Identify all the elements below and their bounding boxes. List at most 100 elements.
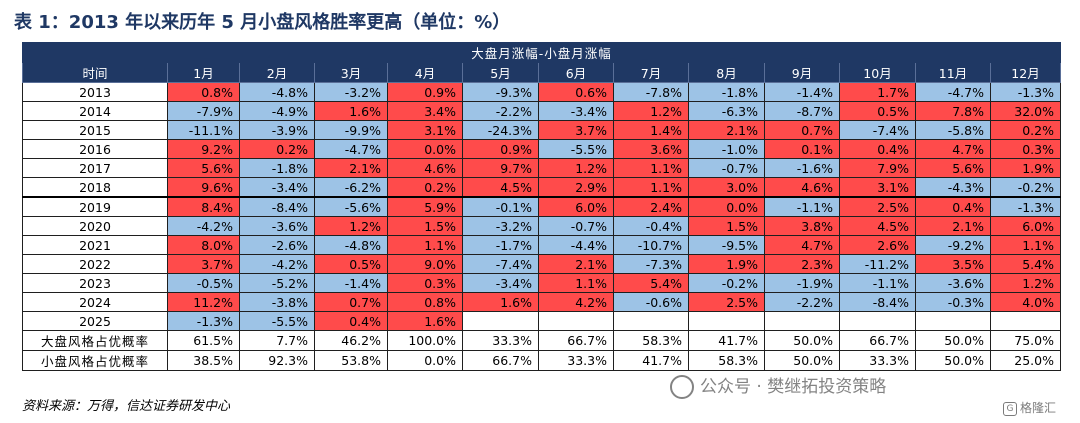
summary-value: 50.0% (764, 330, 840, 351)
table-row: 2017 5.6% -1.8% 2.1% 4.6% 9.7% 1.2% 1.1% -0.7% -1… (22, 158, 1061, 178)
cell-value: 0.7% (764, 120, 840, 140)
cell-value: 5.4% (990, 254, 1061, 274)
cell-value: 5.6% (167, 158, 240, 178)
cell-value: 0.2% (387, 177, 463, 198)
cell-value: -5.2% (239, 273, 315, 293)
cell-value: 1.4% (613, 120, 689, 140)
cell-value: -7.4% (462, 254, 539, 274)
cell-value: 1.9% (990, 158, 1061, 178)
cell-value: 32.0% (990, 101, 1061, 121)
cell-value: 3.6% (613, 139, 689, 159)
header-month: 7月 (613, 62, 689, 83)
cell-value: 2.9% (538, 177, 614, 198)
cell-value: -1.3% (990, 82, 1061, 102)
cell-value: -4.2% (167, 216, 240, 236)
cell-value: -1.8% (688, 82, 765, 102)
cell-value: -3.4% (462, 273, 539, 293)
cell-value: -5.6% (314, 196, 388, 217)
cell-value: -1.8% (239, 158, 315, 178)
cell-value: 1.6% (314, 101, 388, 121)
cell-value: -0.7% (538, 216, 614, 236)
cell-value (462, 311, 539, 331)
cell-value (990, 311, 1061, 331)
cell-value: 0.8% (167, 82, 240, 102)
table-row: 2019 8.4% -8.4% -5.6% 5.9% -0.1% 6.0% 2.4% 0.0% -… (22, 196, 1061, 217)
cell-value: -8.4% (239, 196, 315, 217)
summary-value: 100.0% (387, 330, 463, 351)
cell-value: 2.1% (538, 254, 614, 274)
cell-value: 0.4% (314, 311, 388, 331)
header-month: 1月 (167, 62, 240, 83)
row-year: 2013 (22, 82, 168, 102)
cell-value: -1.7% (462, 235, 539, 255)
cell-value: 1.2% (990, 273, 1061, 293)
cell-value: -2.2% (462, 101, 539, 121)
logo-text: 格隆汇 (1020, 401, 1057, 415)
row-year: 2015 (22, 120, 168, 140)
cell-value: 0.4% (839, 139, 916, 159)
cell-value: 4.6% (764, 177, 840, 198)
row-year: 2018 (22, 177, 168, 198)
cell-value: 1.6% (387, 311, 463, 331)
cell-value: -4.9% (239, 101, 315, 121)
summary-value: 50.0% (764, 350, 840, 371)
cell-value: 4.5% (462, 177, 539, 198)
table-row: 2018 9.6% -3.4% -6.2% 0.2% 4.5% 2.9% 1.1% 3.0% 4.… (22, 177, 1061, 198)
cell-value: 0.3% (387, 273, 463, 293)
cell-value: -7.4% (839, 120, 916, 140)
header-month: 12月 (990, 62, 1061, 83)
header-month: 9月 (764, 62, 840, 83)
monthly-return-table: 大盘月涨幅-小盘月涨幅 时间 1月 2月 3月 4月 5月 6月 7月 8月 9月 10月 11月 12… (22, 42, 1061, 371)
summary-value: 50.0% (915, 330, 991, 351)
cell-value: -3.6% (915, 273, 991, 293)
cell-value: 9.6% (167, 177, 240, 198)
cell-value: -3.2% (462, 216, 539, 236)
row-year: 2019 (22, 196, 168, 217)
cell-value: 2.1% (688, 120, 765, 140)
cell-value: 1.1% (387, 235, 463, 255)
header-month: 6月 (538, 62, 614, 83)
cell-value: 6.0% (990, 216, 1061, 236)
summary-value: 7.7% (239, 330, 315, 351)
cell-value: -9.9% (314, 120, 388, 140)
logo: G 格隆汇 (1003, 399, 1056, 416)
cell-value: -11.2% (839, 254, 916, 274)
cell-value: -0.4% (613, 216, 689, 236)
cell-value: 1.2% (538, 158, 614, 178)
cell-value (764, 311, 840, 331)
cell-value: -1.3% (167, 311, 240, 331)
cell-value: -3.8% (239, 292, 315, 312)
cell-value: 4.7% (764, 235, 840, 255)
summary-label: 小盘风格占优概率 (22, 350, 168, 371)
cell-value: -1.1% (839, 273, 916, 293)
cell-value: -2.2% (764, 292, 840, 312)
summary-label: 大盘风格占优概率 (22, 330, 168, 351)
header-time: 时间 (22, 62, 168, 83)
cell-value: 0.5% (839, 101, 916, 121)
header-month: 11月 (915, 62, 991, 83)
cell-value: -3.4% (538, 101, 614, 121)
cell-value: 3.4% (387, 101, 463, 121)
cell-value: 0.1% (764, 139, 840, 159)
summary-row: 小盘风格占优概率 38.5% 92.3% 53.8% 0.0% 66.7% 33.3% 41.… (22, 350, 1061, 371)
summary-value: 92.3% (239, 350, 315, 371)
cell-value: 3.8% (764, 216, 840, 236)
row-year: 2016 (22, 139, 168, 159)
summary-value: 25.0% (990, 350, 1061, 371)
cell-value: 4.5% (839, 216, 916, 236)
cell-value: -9.3% (462, 82, 539, 102)
cell-value: -0.2% (688, 273, 765, 293)
cell-value: -9.2% (915, 235, 991, 255)
summary-value: 41.7% (613, 350, 689, 371)
cell-value: 0.6% (538, 82, 614, 102)
summary-value: 50.0% (915, 350, 991, 371)
cell-value: 0.2% (239, 139, 315, 159)
row-year: 2025 (22, 311, 168, 331)
watermark: 公众号 · 樊继拓投资策略 (670, 372, 886, 399)
cell-value: 2.1% (915, 216, 991, 236)
summary-value: 0.0% (387, 350, 463, 371)
header-month: 10月 (839, 62, 916, 83)
cell-value: 1.5% (387, 216, 463, 236)
cell-value: -0.1% (462, 196, 539, 217)
cell-value (839, 311, 916, 331)
